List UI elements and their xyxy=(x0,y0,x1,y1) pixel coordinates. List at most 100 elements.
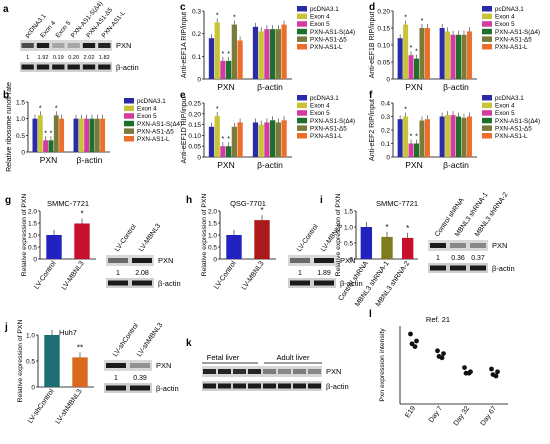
y-tick-label-f: 0.3 xyxy=(381,114,390,121)
bar-f xyxy=(466,116,472,157)
bar-c xyxy=(220,60,226,79)
panel-letter-g: g xyxy=(5,195,11,206)
bar-b xyxy=(48,140,54,152)
band-label-k: β-actin xyxy=(326,382,349,391)
legend-label-d: PXN-AS1-Δ5 xyxy=(495,36,532,43)
legend-label-d: pcDNA3.1 xyxy=(495,6,524,13)
blot-lane-label-g: LV-MBNL3 xyxy=(138,222,162,253)
bar-e xyxy=(281,120,287,157)
bar-b xyxy=(94,118,100,152)
bar-b xyxy=(73,118,79,152)
bar-c xyxy=(208,38,215,79)
blot-background2-k xyxy=(202,381,322,391)
y-tick-label-e: 0 xyxy=(197,155,201,162)
bar-b xyxy=(78,118,84,152)
bar-d xyxy=(456,34,462,79)
pxn-band-i xyxy=(450,243,466,248)
bar-f xyxy=(461,117,467,157)
actin-band-k xyxy=(203,383,216,389)
significance-star-g: * xyxy=(80,209,83,218)
y-tick-label-d: 0.15 xyxy=(377,26,390,33)
significance-star-c: * xyxy=(222,51,225,58)
legend-swatch-b xyxy=(124,105,134,112)
panel-letter-h: h xyxy=(186,195,192,206)
legend-swatch-f xyxy=(482,117,492,124)
y-axis-label-h: Relative expression of PXN xyxy=(201,194,208,277)
legend-label-c: PXN-AS1-L xyxy=(310,44,343,51)
significance-star-i: * xyxy=(406,224,409,233)
bar-i xyxy=(381,236,393,259)
legend-label-d: Exon 5 xyxy=(495,21,515,28)
cell-line-label-i: SMMC-7721 xyxy=(376,199,418,208)
data-point-l xyxy=(441,351,446,356)
y-tick-label-j: 1.0 xyxy=(26,333,35,340)
category-label-l: Day 67 xyxy=(480,405,499,427)
bar-i xyxy=(360,227,373,259)
y-axis-label-d: Anti-eEF1B RIP/input xyxy=(369,12,376,79)
panel-letter-c: c xyxy=(180,2,186,13)
blot-background-g xyxy=(106,255,154,266)
y-tick-label-f: 0.2 xyxy=(381,128,390,135)
legend-label-d: Exon 4 xyxy=(495,14,515,21)
legend-swatch-d xyxy=(482,36,492,42)
y-axis-label-i: Relative expression of PXN xyxy=(335,194,342,277)
actin-band-a xyxy=(52,64,65,70)
y-tick-label-g: 1.5 xyxy=(28,221,37,228)
y-tick-label-e: 0.25 xyxy=(188,101,201,108)
y-tick-label-h: 1.0 xyxy=(208,233,217,240)
blot-lane-label-a: Exon 5 xyxy=(55,19,73,39)
category-label-l: Day 32 xyxy=(453,405,472,427)
legend-swatch-b xyxy=(124,113,134,119)
panel-letter-i: i xyxy=(320,195,323,206)
y-tick-label-g: 0 xyxy=(33,257,37,264)
y-tick-label-b: 0 xyxy=(21,150,25,157)
legend-swatch-c xyxy=(297,6,307,12)
band-label-g: β-actin xyxy=(158,279,181,288)
significance-star-c: * xyxy=(233,15,236,22)
bar-f xyxy=(397,119,403,157)
bar-f xyxy=(439,116,445,157)
bar-c xyxy=(270,29,276,80)
panel-letter-a: a xyxy=(3,4,9,15)
bar-d xyxy=(461,34,467,79)
y-tick-label-b: 1.0 xyxy=(16,116,25,123)
panel-letter-k: k xyxy=(186,338,192,349)
data-point-l xyxy=(412,344,418,349)
bar-f xyxy=(403,116,409,157)
category-label-g: LV-Control xyxy=(33,260,58,291)
bar-g xyxy=(46,235,62,259)
legend-swatch-f xyxy=(482,110,492,116)
band-label-a: PXN xyxy=(116,41,131,50)
significance-star-b: * xyxy=(39,105,42,112)
blot-background2-j xyxy=(104,383,152,393)
actin-band-h xyxy=(290,280,310,286)
bar-f xyxy=(450,115,456,157)
significance-star-c: * xyxy=(227,51,230,58)
y-tick-label-i: 0 xyxy=(349,257,353,264)
blot-background-i xyxy=(428,240,488,251)
legend-label-b: pcDNA3.1 xyxy=(137,98,166,105)
pxn-band-a xyxy=(52,43,65,48)
legend-swatch-e xyxy=(297,133,307,139)
band-label-i: β-actin xyxy=(492,264,515,273)
legend-swatch-c xyxy=(297,21,307,27)
category-label-l: E19 xyxy=(404,405,417,419)
y-tick-label-i: 0.5 xyxy=(344,241,353,248)
blot-background-j xyxy=(104,360,152,371)
significance-star-b: * xyxy=(50,130,53,137)
band-label-k: PXN xyxy=(326,367,341,376)
pxn-band-i xyxy=(430,243,446,248)
data-point-l xyxy=(435,348,440,354)
panel-letter-e: e xyxy=(180,90,186,101)
blot-lane-label-j: LV-shMBNL3 xyxy=(136,322,165,359)
band-label-h: PXN xyxy=(340,256,355,265)
y-axis-label-e: Anti-eEF1D RIP/input xyxy=(181,96,188,163)
data-point-l xyxy=(409,341,415,347)
category-label-f: β-actin xyxy=(443,160,469,170)
category-label-d: β-actin xyxy=(443,82,469,92)
panel-letter-l: l xyxy=(369,309,372,320)
bar-c xyxy=(231,24,237,80)
legend-label-e: PXN-AS1-S(Δ4) xyxy=(310,118,355,125)
bar-d xyxy=(397,38,403,79)
actin-band-i xyxy=(470,265,486,271)
